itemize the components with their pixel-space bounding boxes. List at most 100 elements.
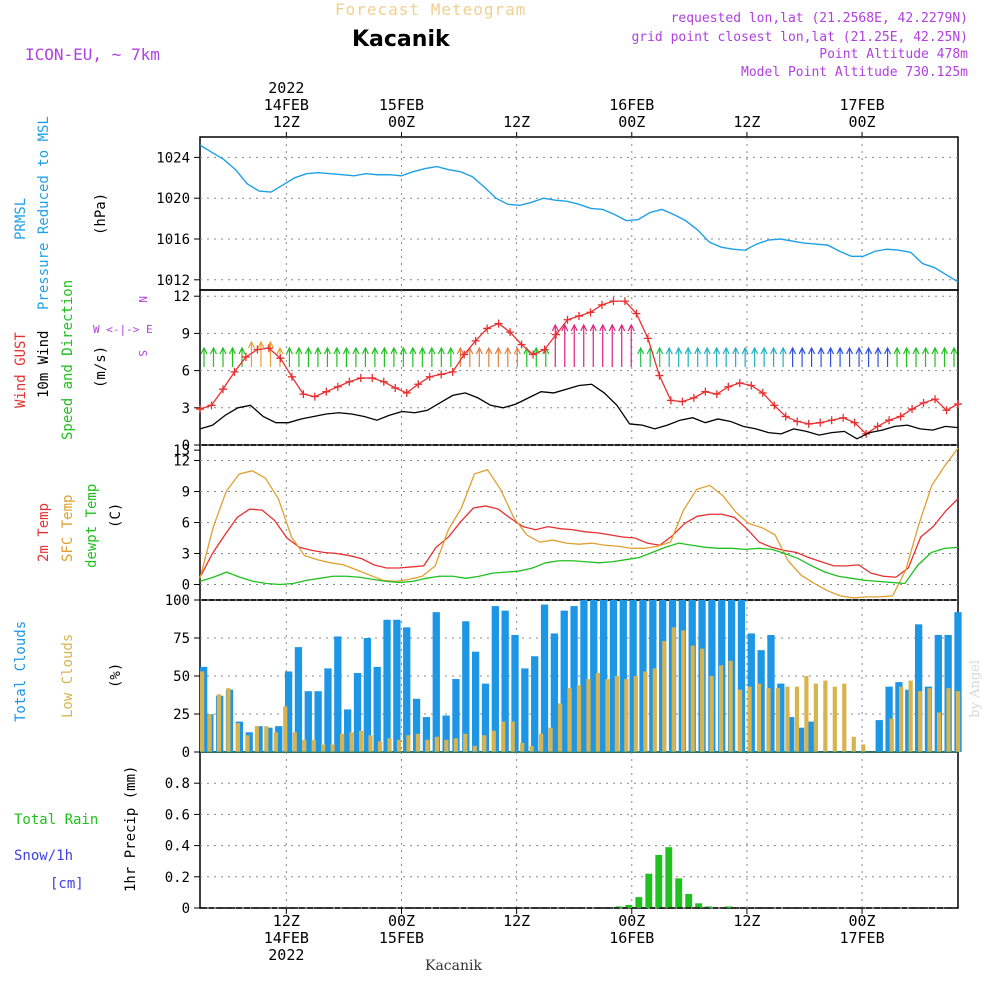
- total-clouds-bar: [255, 726, 263, 752]
- bottom-time-label: 00Z: [618, 912, 645, 930]
- arrow-head: [561, 323, 569, 332]
- wind-direction-arrow: [627, 323, 635, 367]
- arrow-head: [257, 340, 265, 349]
- gust-point: [276, 354, 285, 363]
- low-clouds-bar: [709, 676, 714, 752]
- low-clouds-bar: [766, 688, 771, 752]
- gust-point: [529, 350, 538, 359]
- gust-point: [609, 297, 618, 306]
- arrow-head: [456, 346, 464, 355]
- low-clouds-bar: [576, 685, 582, 752]
- side-label-2m-temp: 2m Temp: [36, 503, 52, 562]
- wind-direction-arrow: [295, 346, 303, 367]
- wind-direction-arrow: [855, 346, 863, 367]
- total-clouds-bar: [334, 636, 342, 752]
- gust-point: [494, 319, 503, 328]
- low-clouds-bar: [520, 742, 525, 752]
- total-clouds-bar: [806, 721, 814, 752]
- arrow-head: [627, 323, 635, 332]
- arrow-head: [950, 346, 958, 355]
- wind-direction-arrow: [722, 346, 730, 367]
- low-clouds-bar: [889, 718, 894, 752]
- gust-point: [368, 374, 377, 383]
- arrow-head: [779, 346, 787, 355]
- y-axis-label-precip: 1hr Precip (mm): [123, 766, 139, 892]
- total-clouds-bar: [521, 668, 529, 752]
- low-clouds-bar: [756, 683, 762, 752]
- bottom-time-label: 00Z: [849, 912, 876, 930]
- arrow-head: [428, 346, 436, 355]
- arrow-head: [732, 346, 740, 355]
- low-clouds-bar: [538, 733, 544, 752]
- arrow-head: [314, 346, 322, 355]
- low-clouds-bar: [605, 679, 610, 752]
- low-clouds-bar: [330, 744, 335, 752]
- low-clouds-bar: [917, 691, 923, 752]
- wind-direction-arrow: [219, 346, 227, 367]
- y-axis-label-percent: (%): [108, 663, 124, 688]
- gust-point: [506, 328, 515, 337]
- low-clouds-bar: [936, 712, 942, 752]
- total-clouds-bar: [304, 691, 312, 752]
- wind-direction-arrow: [713, 346, 721, 367]
- y-axis-label-c: (C): [108, 503, 124, 528]
- total-clouds-bar: [442, 715, 450, 752]
- gust-point: [563, 315, 572, 324]
- wind-direction-arrow: [741, 346, 749, 367]
- gust-point: [597, 300, 606, 309]
- y-tick-label: 1024: [156, 150, 190, 166]
- total-clouds-bar: [619, 600, 627, 752]
- low-clouds-bar: [557, 703, 563, 752]
- gust-point: [356, 374, 365, 383]
- arrow-head: [523, 346, 531, 355]
- low-clouds-bar: [728, 660, 733, 752]
- y-tick-label: 100: [165, 593, 190, 609]
- wind-direction-arrow: [950, 346, 958, 367]
- model-label: ICON-EU, ~ 7km: [25, 45, 160, 64]
- arrow-head: [817, 346, 825, 355]
- side-label-total-clouds: Total Clouds: [13, 621, 29, 722]
- total-clouds-bar: [452, 679, 460, 752]
- gust-point: [299, 390, 308, 399]
- arrow-head: [855, 346, 863, 355]
- low-clouds-bar: [200, 671, 205, 752]
- y-axis-label-ms: (m/s): [93, 346, 109, 388]
- arrow-head: [361, 346, 369, 355]
- low-clouds-bar: [406, 735, 411, 752]
- low-clouds-bar: [595, 672, 601, 752]
- gust-point: [827, 416, 836, 425]
- arrow-head: [333, 346, 341, 355]
- wind-direction-arrow: [608, 323, 616, 367]
- arrow-head: [798, 346, 806, 355]
- arrow-head: [836, 346, 844, 355]
- low-clouds-bar: [226, 688, 231, 752]
- low-clouds-bar: [652, 668, 657, 752]
- wind-direction-arrow: [475, 346, 483, 367]
- gust-point: [196, 405, 204, 414]
- arrow-head: [684, 346, 692, 355]
- low-clouds-bar: [340, 733, 345, 752]
- arrow-head: [390, 346, 398, 355]
- wind-direction-arrow: [409, 346, 417, 367]
- total-clouds-bar: [580, 600, 588, 752]
- top-time-label: 00Z: [849, 113, 876, 131]
- panel-frame-0: [199, 136, 959, 291]
- grid-point-coordinates: grid point closest lon,lat (21.25E, 42.2…: [631, 30, 968, 45]
- gust-point: [666, 396, 675, 405]
- wind-direction-arrow: [380, 346, 388, 367]
- wind-direction-arrow: [808, 346, 816, 367]
- side-label-speed-direction: Speed and Direction: [60, 280, 76, 440]
- y-tick-label: 0.8: [165, 776, 190, 792]
- top-time-label: 16FEB: [609, 96, 654, 114]
- low-clouds-bar: [851, 736, 856, 752]
- total-clouds-bar: [590, 600, 598, 752]
- total-clouds-bar: [895, 682, 903, 752]
- wind-direction-arrow: [418, 346, 426, 367]
- total-clouds-bar: [383, 619, 391, 752]
- low-clouds-bar: [387, 738, 392, 752]
- total-clouds-bar: [422, 717, 431, 752]
- arrow-head: [494, 346, 502, 355]
- total-clouds-bar: [501, 610, 509, 752]
- gust-point: [781, 412, 790, 421]
